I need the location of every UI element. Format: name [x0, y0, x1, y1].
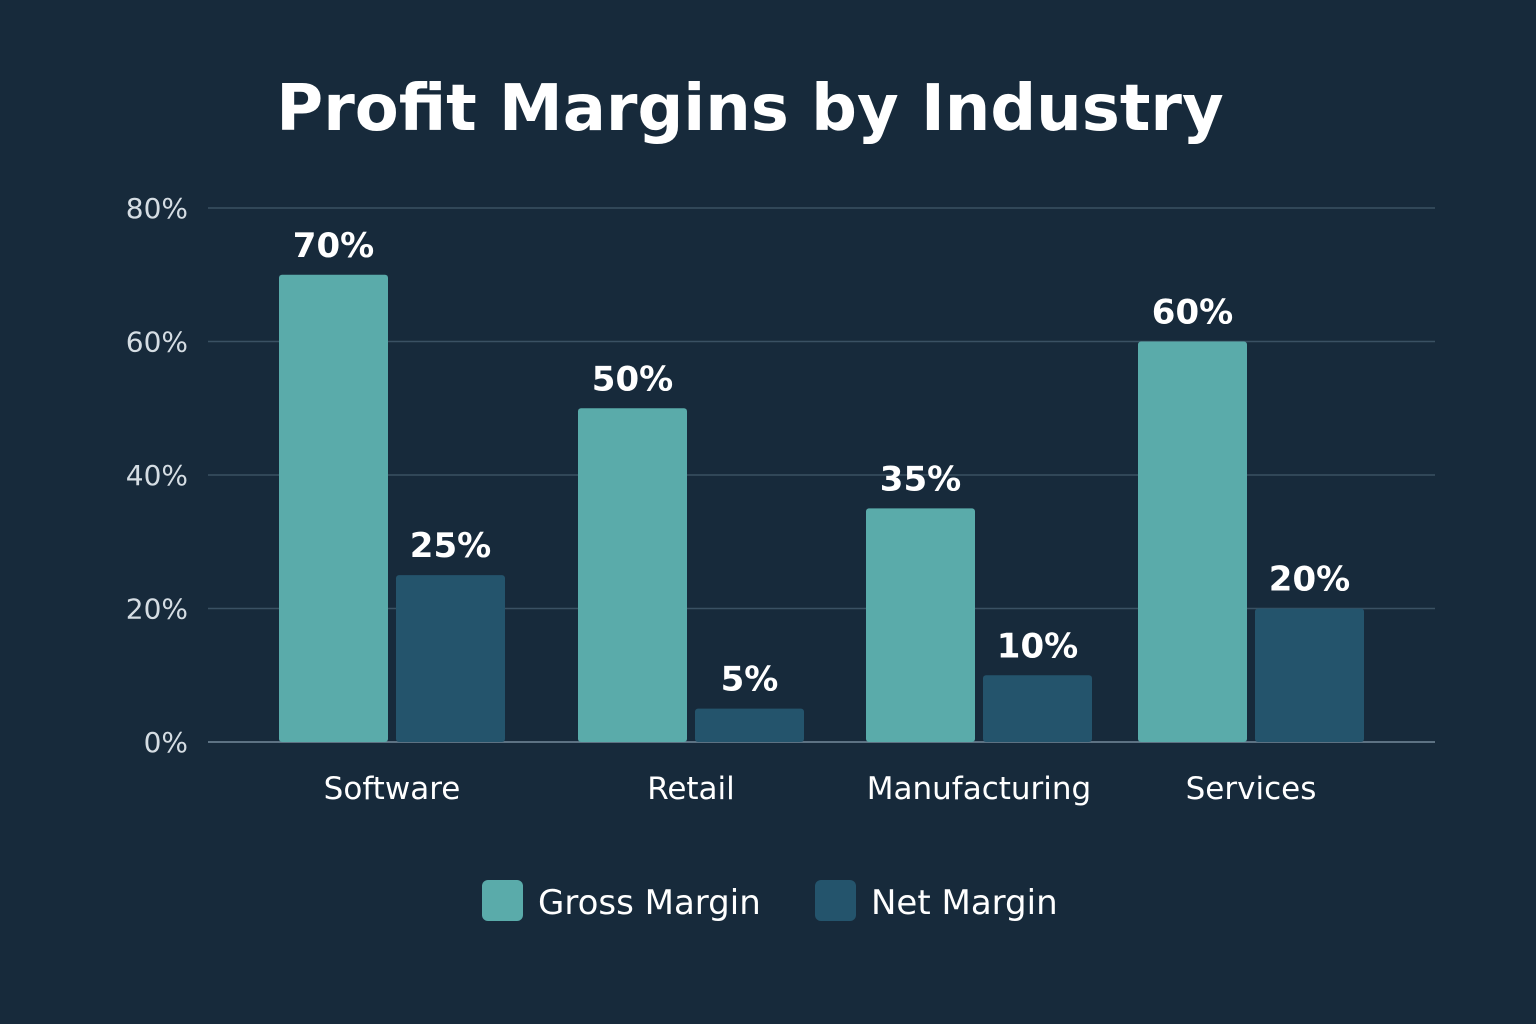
y-tick-label: 80%	[126, 192, 188, 225]
y-tick-label: 60%	[126, 326, 188, 359]
data-label: 60%	[1152, 293, 1233, 333]
x-tick-label: Manufacturing	[867, 771, 1091, 807]
bar-gross-margin	[578, 408, 687, 742]
bar-net-margin	[1255, 608, 1364, 742]
data-label: 35%	[880, 459, 961, 499]
y-tick-label: 0%	[144, 726, 188, 759]
x-tick-label: Retail	[647, 771, 735, 807]
bar-net-margin	[695, 708, 804, 742]
chart-title: Profit Margins by Industry	[276, 72, 1223, 146]
data-label: 10%	[997, 626, 1078, 666]
legend-label: Net Margin	[871, 883, 1058, 923]
bar-gross-margin	[866, 508, 975, 742]
bar-gross-margin	[279, 274, 388, 742]
data-label: 20%	[1269, 560, 1350, 600]
y-tick-label: 40%	[126, 459, 188, 492]
x-tick-label: Services	[1186, 771, 1317, 807]
data-label: 5%	[721, 660, 779, 700]
data-label: 70%	[293, 226, 374, 266]
legend-swatch	[815, 880, 856, 921]
x-tick-label: Software	[324, 771, 461, 807]
legend-label: Gross Margin	[538, 883, 761, 923]
bar-net-margin	[396, 575, 505, 742]
bar-net-margin	[983, 675, 1092, 742]
data-label: 50%	[592, 359, 673, 399]
data-label: 25%	[410, 526, 491, 566]
y-tick-label: 20%	[126, 593, 188, 626]
legend-swatch	[482, 880, 523, 921]
bar-gross-margin	[1138, 341, 1247, 742]
